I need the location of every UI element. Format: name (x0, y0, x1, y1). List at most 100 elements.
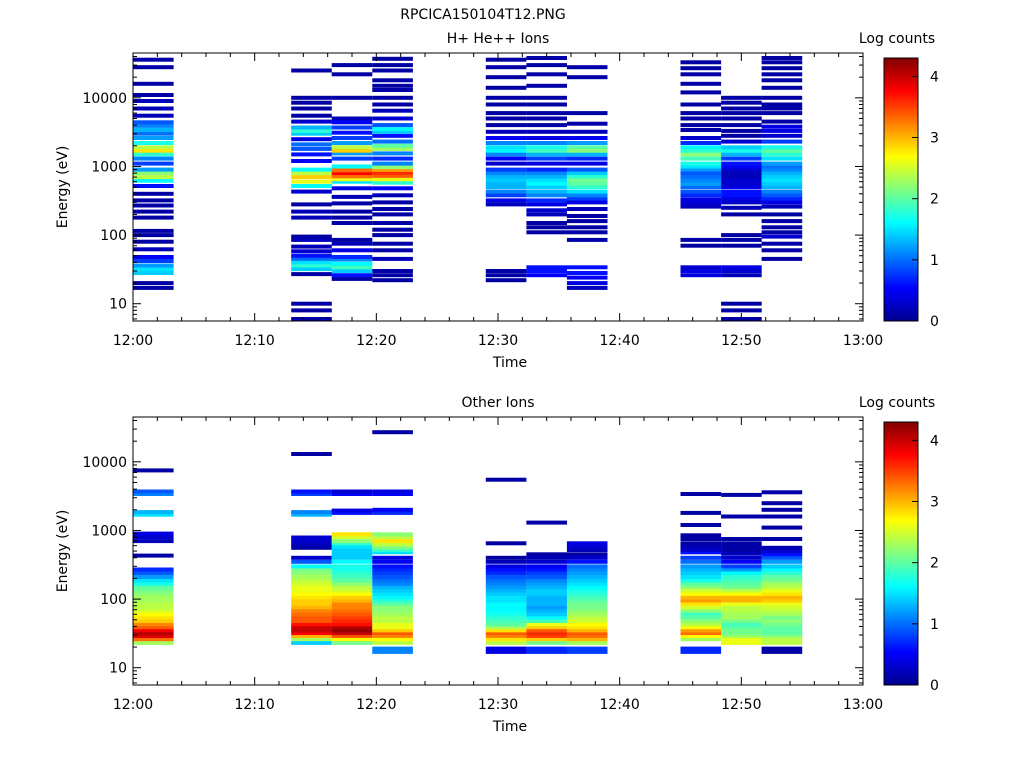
heatmap-cell (566, 605, 608, 610)
heatmap-cell (485, 171, 527, 176)
heatmap-cell (291, 137, 332, 142)
heatmap-cell (291, 634, 332, 638)
heatmap-cell (761, 106, 803, 111)
heatmap-cell (291, 146, 332, 151)
heatmap-cell (331, 151, 373, 156)
heatmap-cell (761, 608, 803, 613)
heatmap-cell (526, 145, 567, 150)
heatmap-cell (721, 111, 762, 116)
colorbar-gradient (883, 57, 919, 322)
heatmap-cell (372, 167, 413, 172)
heatmap-cell (485, 202, 527, 207)
heatmap-cell (133, 81, 174, 86)
heatmap-cell (331, 628, 373, 633)
heatmap-cell (331, 571, 373, 575)
heatmap-cell (331, 567, 373, 572)
heatmap-cell (372, 177, 413, 182)
heatmap-cell (291, 184, 332, 188)
heatmap-cell (761, 625, 803, 630)
heatmap-cell (331, 605, 373, 610)
heatmap-cell (526, 102, 567, 107)
heatmap-cell (372, 156, 413, 161)
heatmap-cell (372, 631, 413, 636)
heatmap-cell (761, 555, 803, 560)
heatmap-cell (761, 95, 803, 100)
colorbar-label: Log counts (859, 31, 935, 47)
heatmap-cell (526, 72, 567, 77)
heatmap-cell (526, 269, 567, 273)
heatmap-cell (526, 564, 567, 569)
heatmap-cell (680, 197, 722, 202)
heatmap-cell (331, 116, 373, 121)
heatmap-cell (291, 605, 332, 610)
heatmap-cell (566, 608, 608, 613)
heatmap-cell (133, 510, 174, 515)
heatmap-cell (372, 127, 413, 132)
heatmap-cell (566, 571, 608, 575)
heatmap-cell (291, 615, 332, 620)
heatmap-cell (372, 625, 413, 630)
heatmap-cell (680, 193, 722, 198)
heatmap-cell (485, 57, 527, 62)
heatmap-cell (291, 142, 332, 147)
heatmap-cell (331, 619, 373, 623)
heatmap-cell (680, 164, 722, 169)
heatmap-cell (526, 230, 567, 235)
heatmap-cell (291, 128, 332, 133)
heatmap-cell (526, 585, 567, 590)
heatmap-cell (485, 555, 527, 560)
heatmap-cell (372, 545, 413, 550)
heatmap-cell (372, 539, 413, 544)
heatmap-cell (331, 631, 373, 636)
heatmap-cell (291, 608, 332, 613)
heatmap-cell (721, 601, 762, 606)
heatmap-cell (680, 66, 722, 71)
heatmap-cell (680, 174, 722, 179)
heatmap-cell (761, 234, 803, 239)
heatmap-cell (133, 184, 174, 188)
heatmap-cell (485, 181, 527, 186)
heatmap-cell (680, 541, 722, 546)
heatmap-cell (680, 591, 722, 596)
heatmap-cell (680, 237, 722, 242)
heatmap-cell (485, 145, 527, 150)
heatmap-cell (566, 271, 608, 275)
heatmap-cell (566, 148, 608, 153)
heatmap-cell (526, 152, 567, 157)
heatmap-cell (680, 588, 722, 593)
heatmap-cell (133, 171, 174, 176)
heatmap-cell (721, 100, 762, 105)
heatmap-cell (291, 601, 332, 606)
heatmap-cell (721, 139, 762, 144)
heatmap-cell (291, 510, 332, 515)
heatmap-cell (680, 631, 722, 636)
heatmap-cell (761, 128, 803, 133)
heatmap-cell (133, 640, 174, 645)
heatmap-cell (526, 156, 567, 161)
y-axis-label: Energy (eV) (55, 510, 71, 593)
heatmap-cell (133, 612, 174, 617)
heatmap-cell (372, 595, 413, 600)
heatmap-cell (372, 269, 413, 273)
y-tick-label: 10000 (82, 91, 127, 107)
heatmap-cell (133, 512, 174, 517)
heatmap-cell (761, 225, 803, 230)
heatmap-cell (331, 585, 373, 590)
heatmap-cell (526, 167, 567, 172)
heatmap-cell (485, 625, 527, 630)
colorbar-tick-label: 3 (930, 495, 939, 511)
heatmap-cell (485, 136, 527, 140)
heatmap-cell (721, 640, 762, 645)
heatmap-cell (133, 281, 174, 286)
heatmap-cell (331, 201, 373, 206)
heatmap-cell (133, 263, 174, 268)
heatmap-cell (761, 552, 803, 557)
heatmap-cell (680, 269, 722, 273)
heatmap-cell (291, 591, 332, 596)
heatmap-cell (566, 544, 608, 549)
heatmap-cell (761, 490, 803, 495)
heatmap-cell (566, 552, 608, 557)
heatmap-cell (133, 553, 174, 558)
heatmap-cell (372, 193, 413, 198)
